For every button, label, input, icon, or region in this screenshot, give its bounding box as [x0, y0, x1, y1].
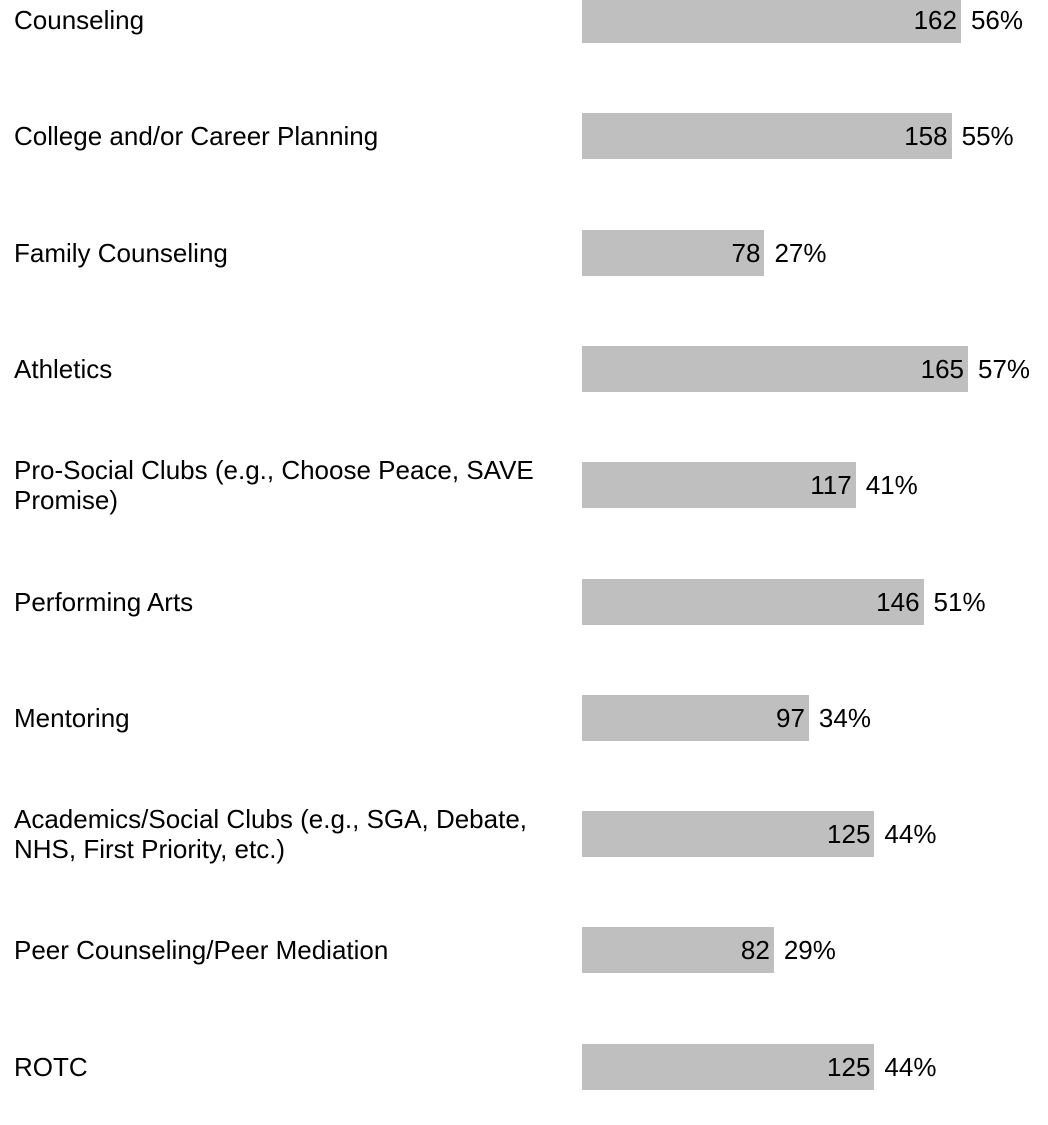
- chart: Counseling 162 56% College and/or Career Pl…: [0, 0, 1048, 1090]
- value-label: 78: [731, 237, 761, 268]
- percent-label: 27%: [774, 237, 827, 268]
- bar: 162: [582, 0, 961, 43]
- percent-label: 29%: [783, 935, 836, 966]
- bar: 78: [582, 229, 765, 276]
- bar: 146: [582, 578, 924, 625]
- bar: 97: [582, 694, 809, 741]
- bar: 125: [582, 811, 875, 858]
- category-label: Family Counseling: [14, 237, 228, 268]
- category-label: Performing Arts: [14, 586, 194, 617]
- bar-row: Counseling 162 56%: [0, 0, 1048, 78]
- category-label: Peer Counseling/Peer Mediation: [14, 935, 389, 966]
- bar-row: Peer Counseling/Peer Mediation 82 29%: [0, 892, 1048, 1008]
- bar-row: Academics/Social Clubs (e.g., SGA, Debat…: [0, 776, 1048, 892]
- category-label: Academics/Social Clubs (e.g., SGA, Debat…: [14, 804, 528, 865]
- bar-row: Performing Arts 146 51%: [0, 544, 1048, 660]
- percent-label: 57%: [978, 353, 1031, 384]
- percent-label: 56%: [970, 5, 1024, 35]
- value-label: 125: [827, 819, 871, 850]
- bar-row: Pro-Social Clubs (e.g., Choose Peace, SA…: [0, 427, 1048, 543]
- bar-row: Athletics 165 57%: [0, 311, 1048, 427]
- category-label: Mentoring: [14, 702, 130, 733]
- bar-row: ROTC 125 44%: [0, 1009, 1048, 1125]
- percent-label: 55%: [961, 121, 1014, 152]
- bar-row: Mentoring 97 34%: [0, 660, 1048, 776]
- bar: 117: [582, 462, 856, 509]
- value-label: 165: [920, 353, 964, 384]
- bar-row: Family Counseling 78 27%: [0, 195, 1048, 311]
- percent-label: 51%: [933, 586, 986, 617]
- bar: 125: [582, 1043, 875, 1090]
- bar-row: College and/or Career Planning 158 55%: [0, 78, 1048, 194]
- category-label: ROTC: [14, 1051, 88, 1082]
- category-label: Pro-Social Clubs (e.g., Choose Peace, SA…: [14, 455, 534, 516]
- category-label: College and/or Career Planning: [14, 121, 379, 152]
- value-label: 162: [913, 5, 957, 35]
- category-label: Counseling: [14, 5, 145, 35]
- percent-label: 44%: [884, 1051, 937, 1082]
- value-label: 146: [876, 586, 920, 617]
- bar: 82: [582, 927, 774, 974]
- percent-label: 34%: [818, 702, 871, 733]
- bar: 158: [582, 113, 952, 160]
- value-label: 97: [775, 702, 805, 733]
- value-label: 117: [810, 470, 852, 501]
- value-label: 125: [827, 1051, 871, 1082]
- percent-label: 44%: [884, 819, 937, 850]
- value-label: 82: [740, 935, 770, 966]
- bar: 165: [582, 345, 968, 392]
- value-label: 158: [904, 121, 948, 152]
- category-label: Athletics: [14, 353, 113, 384]
- percent-label: 41%: [865, 470, 918, 501]
